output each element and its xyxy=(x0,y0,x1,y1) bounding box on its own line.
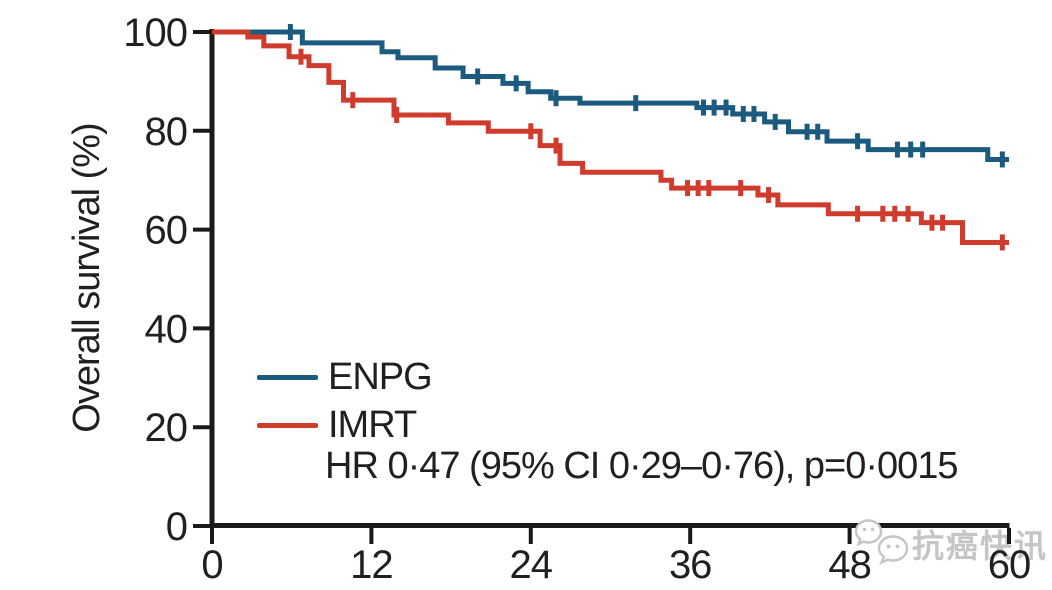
x-tick-label: 12 xyxy=(350,543,393,587)
y-tick-label: 80 xyxy=(145,110,188,154)
survival-curve-imrt xyxy=(212,29,1009,245)
x-tick-label: 36 xyxy=(669,543,712,587)
legend-label-enpg: ENPG xyxy=(328,356,433,398)
legend-item-imrt: IMRT xyxy=(257,401,432,449)
y-axis-title: Overall survival (%) xyxy=(66,123,108,433)
x-tick-label: 48 xyxy=(828,543,871,587)
legend-item-enpg: ENPG xyxy=(257,353,433,401)
legend-label-imrt: IMRT xyxy=(328,404,417,446)
hazard-ratio-annotation: HR 0·47 (95% CI 0·29–0·76), p=0·0015 xyxy=(325,445,959,487)
x-tick-label: 24 xyxy=(510,543,553,587)
y-tick-label: 40 xyxy=(145,307,188,351)
imrt-line-swatch xyxy=(257,422,318,428)
y-tick-label: 0 xyxy=(166,505,187,549)
watermark-text: 抗癌快讯 xyxy=(912,528,1049,564)
y-tick-label: 60 xyxy=(145,209,188,253)
x-tick-label: 60 xyxy=(988,543,1031,587)
legend: ENPG IMRT xyxy=(257,353,433,449)
y-tick-label: 100 xyxy=(123,11,187,55)
survival-curve-enpg xyxy=(212,29,1009,162)
chat-bubbles-icon xyxy=(854,519,909,565)
y-tick-label: 20 xyxy=(145,406,188,450)
x-tick-label: 0 xyxy=(201,543,222,587)
enpg-line-swatch xyxy=(257,374,318,380)
